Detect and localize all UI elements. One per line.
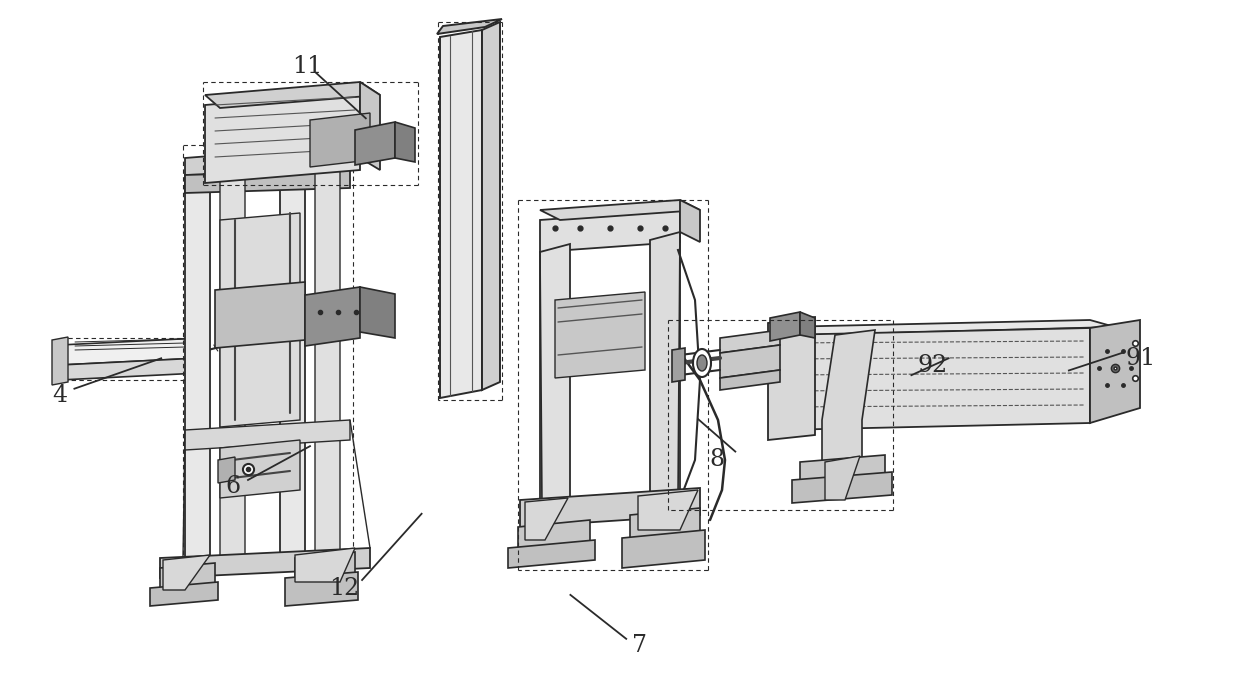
Polygon shape xyxy=(639,490,698,530)
Polygon shape xyxy=(792,472,892,503)
Polygon shape xyxy=(436,19,502,34)
Polygon shape xyxy=(355,122,396,165)
Polygon shape xyxy=(720,345,780,378)
Polygon shape xyxy=(305,287,360,346)
Ellipse shape xyxy=(693,349,711,377)
Polygon shape xyxy=(539,244,570,508)
Polygon shape xyxy=(539,200,701,220)
Polygon shape xyxy=(185,145,350,175)
Polygon shape xyxy=(482,22,500,390)
Polygon shape xyxy=(672,348,684,382)
Polygon shape xyxy=(185,170,350,193)
Polygon shape xyxy=(295,552,355,586)
Polygon shape xyxy=(630,508,701,545)
Polygon shape xyxy=(219,213,300,427)
Polygon shape xyxy=(825,456,861,500)
Polygon shape xyxy=(768,317,815,440)
Polygon shape xyxy=(205,92,360,183)
Polygon shape xyxy=(218,457,236,483)
Polygon shape xyxy=(720,330,780,353)
Polygon shape xyxy=(780,328,1090,430)
Polygon shape xyxy=(780,320,1115,335)
Polygon shape xyxy=(160,563,215,595)
Polygon shape xyxy=(280,160,305,565)
Polygon shape xyxy=(800,312,815,338)
Polygon shape xyxy=(60,358,200,380)
Polygon shape xyxy=(215,282,305,348)
Polygon shape xyxy=(1090,320,1140,423)
Polygon shape xyxy=(162,555,210,590)
Polygon shape xyxy=(440,30,482,398)
Polygon shape xyxy=(60,338,200,365)
Polygon shape xyxy=(622,530,706,568)
Polygon shape xyxy=(185,170,210,565)
Polygon shape xyxy=(650,232,680,508)
Polygon shape xyxy=(295,548,355,582)
Text: 11: 11 xyxy=(293,55,322,78)
Polygon shape xyxy=(770,312,800,341)
Polygon shape xyxy=(52,337,68,385)
Polygon shape xyxy=(525,498,568,540)
Polygon shape xyxy=(720,370,780,390)
Polygon shape xyxy=(360,82,379,170)
Polygon shape xyxy=(185,420,350,450)
Polygon shape xyxy=(150,582,218,606)
Polygon shape xyxy=(219,163,246,560)
Polygon shape xyxy=(396,122,415,162)
Text: 91: 91 xyxy=(1126,347,1156,370)
Polygon shape xyxy=(518,520,590,555)
Polygon shape xyxy=(539,210,680,252)
Text: 92: 92 xyxy=(918,354,947,377)
Text: 7: 7 xyxy=(632,634,647,657)
Polygon shape xyxy=(219,440,300,498)
Polygon shape xyxy=(315,153,340,560)
Text: 8: 8 xyxy=(709,448,724,471)
Text: 4: 4 xyxy=(52,384,67,407)
Polygon shape xyxy=(680,200,701,242)
Text: 6: 6 xyxy=(226,475,241,498)
Polygon shape xyxy=(205,82,379,108)
Polygon shape xyxy=(310,113,370,167)
Polygon shape xyxy=(556,292,645,378)
Polygon shape xyxy=(822,330,875,468)
Polygon shape xyxy=(285,572,358,606)
Polygon shape xyxy=(160,548,370,578)
Text: 12: 12 xyxy=(330,577,360,600)
Ellipse shape xyxy=(697,355,707,371)
Polygon shape xyxy=(360,287,396,338)
Polygon shape xyxy=(508,540,595,568)
Polygon shape xyxy=(800,455,885,485)
Polygon shape xyxy=(520,488,701,527)
